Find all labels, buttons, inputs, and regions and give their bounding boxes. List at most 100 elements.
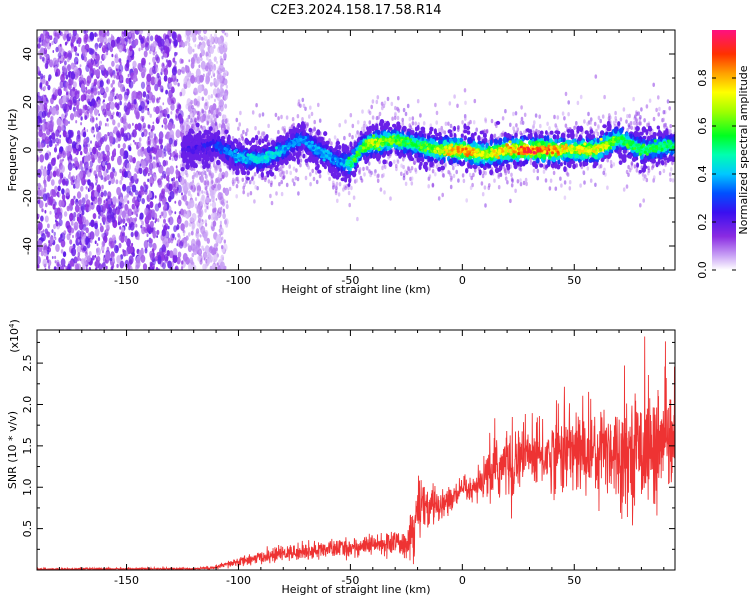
spectrogram-halo-mark	[567, 112, 570, 117]
spectrogram-noise-mark	[109, 171, 114, 179]
spectrogram-halo-mark	[351, 123, 355, 129]
spectrogram-halo-mark	[422, 121, 426, 126]
spectrogram-halo-mark	[449, 184, 453, 190]
spectrogram-noise-mark	[165, 241, 169, 248]
spectrogram-noise-mark	[143, 226, 147, 232]
spectrogram-noise-mark	[113, 73, 116, 79]
spectrogram-halo-mark	[632, 96, 635, 102]
spectrogram-noise-mark	[132, 198, 135, 204]
spectrogram-noise-mark	[44, 34, 50, 44]
spectrogram-noise-mark	[58, 138, 61, 144]
spectrogram-noise-mark	[176, 33, 182, 43]
spectrogram-noise-mark	[76, 255, 80, 262]
spectrogram-noise-mark	[116, 186, 121, 196]
spectrogram-halo-mark	[313, 126, 316, 131]
spectrogram-noise-mark	[138, 141, 142, 148]
spectrogram-halo-mark	[239, 110, 242, 116]
spectrogram-noise-mark	[173, 188, 176, 193]
spectrogram-noise-mark	[167, 77, 172, 84]
spectrogram-noise-mark	[145, 42, 149, 48]
spectrogram-halo-mark	[381, 105, 384, 111]
spectrogram-noise-mark	[149, 201, 154, 209]
spectrogram-halo-mark	[464, 100, 467, 106]
spectrogram-noise-mark	[178, 114, 183, 122]
spectrogram-halo-mark	[309, 105, 312, 110]
spectrogram-noise-mark	[220, 254, 225, 261]
spectrogram-noise-mark	[67, 78, 72, 86]
spectrogram-noise-mark	[217, 183, 222, 191]
spectrogram-noise-mark	[43, 249, 48, 257]
spectrogram-noise-mark	[62, 251, 67, 258]
spectrogram-noise-mark	[168, 209, 172, 216]
spectrogram-halo-mark	[462, 178, 466, 184]
spectrogram-halo-mark	[546, 121, 549, 127]
spectrogram-noise-mark	[169, 190, 175, 200]
spectrogram-noise-mark	[205, 52, 209, 58]
spectrogram-noise-mark	[159, 112, 163, 119]
spectrogram-noise-mark	[40, 165, 44, 171]
spectrogram-noise-mark	[213, 56, 217, 62]
spectrogram-halo-mark	[185, 173, 189, 178]
spectrogram-noise-mark	[55, 220, 59, 227]
spectrogram-noise-mark	[153, 227, 156, 231]
spectrogram-noise-mark	[58, 179, 62, 185]
spectrogram-halo-mark	[275, 191, 278, 196]
spectrogram-noise-mark	[119, 100, 122, 106]
spectrogram-noise-mark	[193, 37, 196, 42]
spectrogram-noise-mark	[193, 243, 195, 247]
spectrogram-noise-mark	[83, 245, 87, 252]
spectrogram-halo-mark	[315, 179, 319, 185]
spectrogram-noise-mark	[82, 216, 86, 224]
spectrogram-noise-mark	[97, 170, 102, 178]
spectrogram-noise-mark	[149, 169, 153, 175]
spectrogram-noise-mark	[155, 106, 160, 115]
spectrogram-halo-mark	[328, 176, 331, 182]
spectrogram-noise-mark	[174, 149, 177, 154]
spectrogram-halo-mark	[523, 112, 527, 118]
spectrogram-noise-mark	[100, 191, 104, 198]
spectrogram-noise-mark	[145, 154, 150, 161]
spectrogram-noise-mark	[119, 196, 124, 203]
spectrogram-halo-mark	[461, 173, 465, 178]
spectrogram-noise-mark	[200, 44, 204, 50]
spectrogram-noise-mark	[118, 93, 123, 101]
spectrogram-noise-mark	[115, 53, 118, 59]
spectrogram-noise-mark	[163, 218, 166, 224]
spectrogram-noise-mark	[165, 107, 169, 114]
spectrogram-noise-mark	[99, 80, 104, 88]
spectrogram-halo-mark	[404, 181, 408, 186]
spectrogram-noise-mark	[102, 161, 106, 167]
spectrogram-noise-mark	[145, 99, 148, 103]
spectrogram-halo-mark	[363, 120, 366, 126]
spectrogram-halo-mark	[606, 185, 609, 190]
spectrogram-noise-mark	[84, 161, 89, 171]
spectrogram-halo-mark	[622, 107, 626, 112]
spectrogram-halo-mark	[452, 173, 456, 179]
spectrogram-noise-mark	[134, 167, 137, 173]
spectrogram-noise-mark	[37, 104, 40, 111]
spectrogram-noise-mark	[182, 70, 184, 73]
spectrogram-noise-mark	[135, 259, 141, 269]
spectrogram-noise-mark	[72, 81, 77, 89]
spectrogram-noise-mark	[171, 260, 175, 267]
spectrogram-noise-mark	[46, 144, 49, 148]
spectrogram-noise-mark	[80, 203, 86, 212]
spectrogram-noise-mark	[110, 254, 113, 258]
spectrogram-noise-mark	[141, 198, 145, 205]
spectrogram-halo-mark	[402, 164, 405, 170]
spectrogram-noise-mark	[176, 78, 179, 82]
spectrogram-halo-mark	[448, 101, 452, 106]
spectrogram-noise-mark	[64, 119, 69, 126]
spectrogram-noise-mark	[138, 105, 142, 112]
spectrogram-noise-mark	[39, 154, 45, 163]
spectrogram-noise-mark	[199, 234, 202, 238]
spectrogram-noise-mark	[41, 142, 44, 148]
spectrogram-noise-mark	[87, 89, 91, 95]
spectrogram-halo-mark	[556, 115, 560, 120]
spectrogram-noise-mark	[115, 137, 119, 143]
spectrogram-halo-mark	[597, 125, 600, 130]
spectrogram-noise-mark	[193, 98, 198, 106]
spectrogram-noise-mark	[46, 192, 51, 199]
spectrogram-halo-mark	[396, 159, 400, 164]
